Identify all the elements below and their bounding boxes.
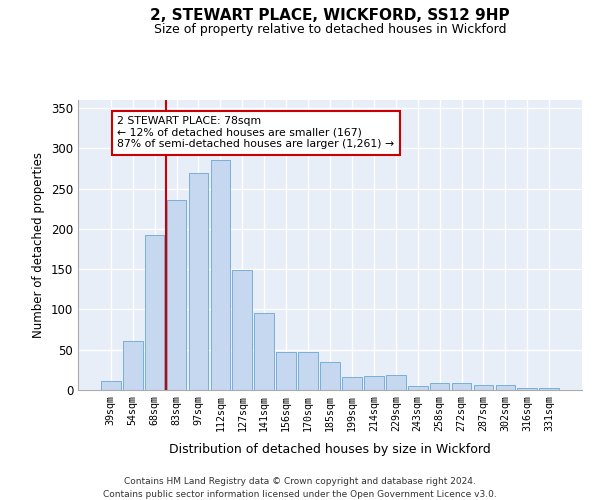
Bar [342,377,362,390]
Text: Contains HM Land Registry data © Crown copyright and database right 2024.: Contains HM Land Registry data © Crown c… [124,478,476,486]
Text: Size of property relative to detached houses in Wickford: Size of property relative to detached ho… [154,22,506,36]
Bar [232,270,252,390]
Bar [386,374,406,390]
Bar [298,352,318,390]
Text: 2, STEWART PLACE, WICKFORD, SS12 9HP: 2, STEWART PLACE, WICKFORD, SS12 9HP [150,8,510,22]
Y-axis label: Number of detached properties: Number of detached properties [32,152,46,338]
Bar [101,381,121,390]
Bar [473,385,493,390]
Bar [276,352,296,390]
Bar [539,388,559,390]
Bar [452,383,472,390]
Bar [254,314,274,390]
Bar [517,388,537,390]
Text: Distribution of detached houses by size in Wickford: Distribution of detached houses by size … [169,442,491,456]
Bar [364,376,384,390]
Bar [145,236,164,390]
Bar [167,200,187,390]
Text: 2 STEWART PLACE: 78sqm
← 12% of detached houses are smaller (167)
87% of semi-de: 2 STEWART PLACE: 78sqm ← 12% of detached… [118,116,394,150]
Bar [320,362,340,390]
Bar [408,386,428,390]
Bar [430,383,449,390]
Text: Contains public sector information licensed under the Open Government Licence v3: Contains public sector information licen… [103,490,497,499]
Bar [496,385,515,390]
Bar [211,160,230,390]
Bar [123,341,143,390]
Bar [188,172,208,390]
